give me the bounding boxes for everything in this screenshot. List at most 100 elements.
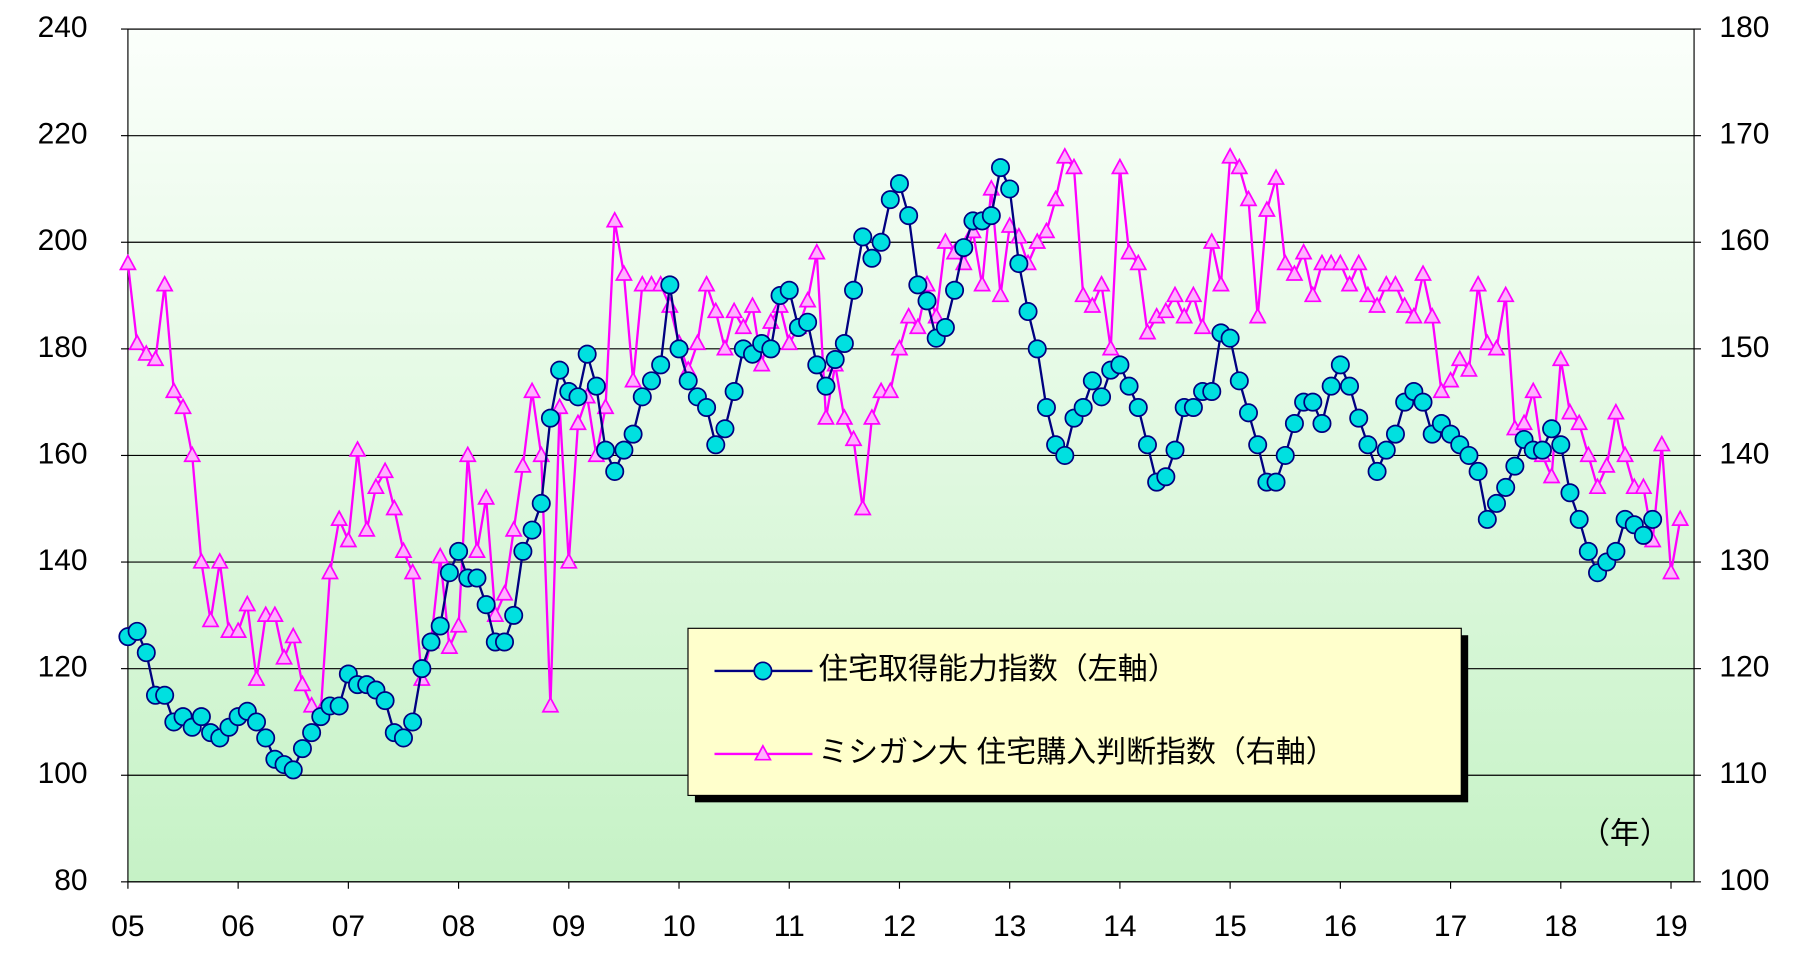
point xyxy=(660,275,680,295)
point xyxy=(1312,413,1332,433)
point xyxy=(1009,254,1029,274)
point xyxy=(477,488,496,505)
point xyxy=(449,616,468,633)
point xyxy=(192,552,211,569)
y-tick-label: 80 xyxy=(54,864,87,897)
point xyxy=(881,381,900,399)
point xyxy=(1303,392,1323,412)
point xyxy=(1588,477,1607,495)
point xyxy=(1202,381,1222,401)
point xyxy=(990,158,1011,178)
y-tick-label: 160 xyxy=(38,437,88,470)
point xyxy=(1561,402,1579,420)
point xyxy=(1459,360,1478,377)
x-tick-label: 05 xyxy=(111,910,144,943)
point xyxy=(1478,333,1497,351)
point xyxy=(817,408,835,425)
point xyxy=(734,317,753,335)
point xyxy=(1423,306,1442,324)
point xyxy=(908,317,927,335)
point xyxy=(522,520,542,540)
point xyxy=(761,339,781,359)
point xyxy=(210,552,229,569)
point xyxy=(421,632,441,652)
point xyxy=(430,616,450,636)
point xyxy=(1073,397,1093,417)
point xyxy=(641,371,661,391)
point xyxy=(449,541,469,561)
point xyxy=(899,206,919,226)
point xyxy=(412,669,431,686)
point xyxy=(468,541,486,559)
point xyxy=(1285,264,1304,281)
point xyxy=(1055,445,1075,465)
y-tick-label: 200 xyxy=(38,224,88,257)
point xyxy=(523,381,542,399)
point xyxy=(1037,221,1056,239)
point xyxy=(247,712,267,732)
point xyxy=(458,445,477,463)
point xyxy=(614,440,634,460)
point xyxy=(1367,461,1387,481)
point xyxy=(844,429,863,447)
point xyxy=(577,344,597,364)
point xyxy=(1386,275,1405,292)
point xyxy=(1065,157,1083,175)
point xyxy=(1532,440,1552,460)
x-tick-label: 16 xyxy=(1324,910,1357,943)
point xyxy=(1616,445,1635,463)
point xyxy=(716,338,734,356)
point xyxy=(329,696,349,716)
point xyxy=(559,552,578,569)
point xyxy=(798,312,818,332)
point xyxy=(1238,403,1259,423)
legend-label: ミシガン大 住宅購入判断指数（右軸） xyxy=(818,736,1336,769)
y-tick-label: 240 xyxy=(38,11,88,44)
point xyxy=(375,691,395,711)
point xyxy=(440,637,459,654)
point xyxy=(954,238,974,258)
point xyxy=(1028,232,1047,249)
point xyxy=(1083,296,1102,313)
point xyxy=(467,568,487,588)
y-tick-label: 220 xyxy=(38,118,88,151)
point xyxy=(1082,371,1102,391)
point xyxy=(899,306,918,324)
point xyxy=(936,232,955,249)
point xyxy=(1477,509,1497,529)
point xyxy=(1129,253,1148,271)
point xyxy=(155,275,174,292)
x-unit: （年） xyxy=(1580,818,1670,851)
point xyxy=(495,632,515,652)
point xyxy=(880,190,900,210)
point xyxy=(1340,275,1359,292)
point xyxy=(798,291,817,308)
point xyxy=(1212,275,1230,292)
point xyxy=(632,387,652,407)
point xyxy=(1120,243,1139,260)
point xyxy=(256,728,276,748)
x-tick-label: 13 xyxy=(993,910,1026,943)
point xyxy=(1414,264,1432,281)
point xyxy=(321,562,339,580)
y2-tick-label: 170 xyxy=(1719,118,1769,151)
point xyxy=(1202,232,1221,249)
point xyxy=(771,296,790,313)
point xyxy=(1321,376,1341,396)
point xyxy=(743,296,762,313)
y2-tick-label: 140 xyxy=(1719,437,1769,470)
point xyxy=(1634,477,1653,495)
point xyxy=(1193,317,1212,335)
point xyxy=(1487,338,1506,356)
point xyxy=(531,493,551,513)
point xyxy=(1432,381,1451,399)
point xyxy=(1110,157,1129,175)
point xyxy=(697,275,716,292)
point xyxy=(1542,419,1562,439)
x-tick-label: 07 xyxy=(332,910,365,943)
point xyxy=(678,371,698,391)
x-tick-label: 10 xyxy=(662,910,695,943)
point xyxy=(283,760,303,780)
point xyxy=(439,563,459,583)
point xyxy=(1220,328,1240,348)
